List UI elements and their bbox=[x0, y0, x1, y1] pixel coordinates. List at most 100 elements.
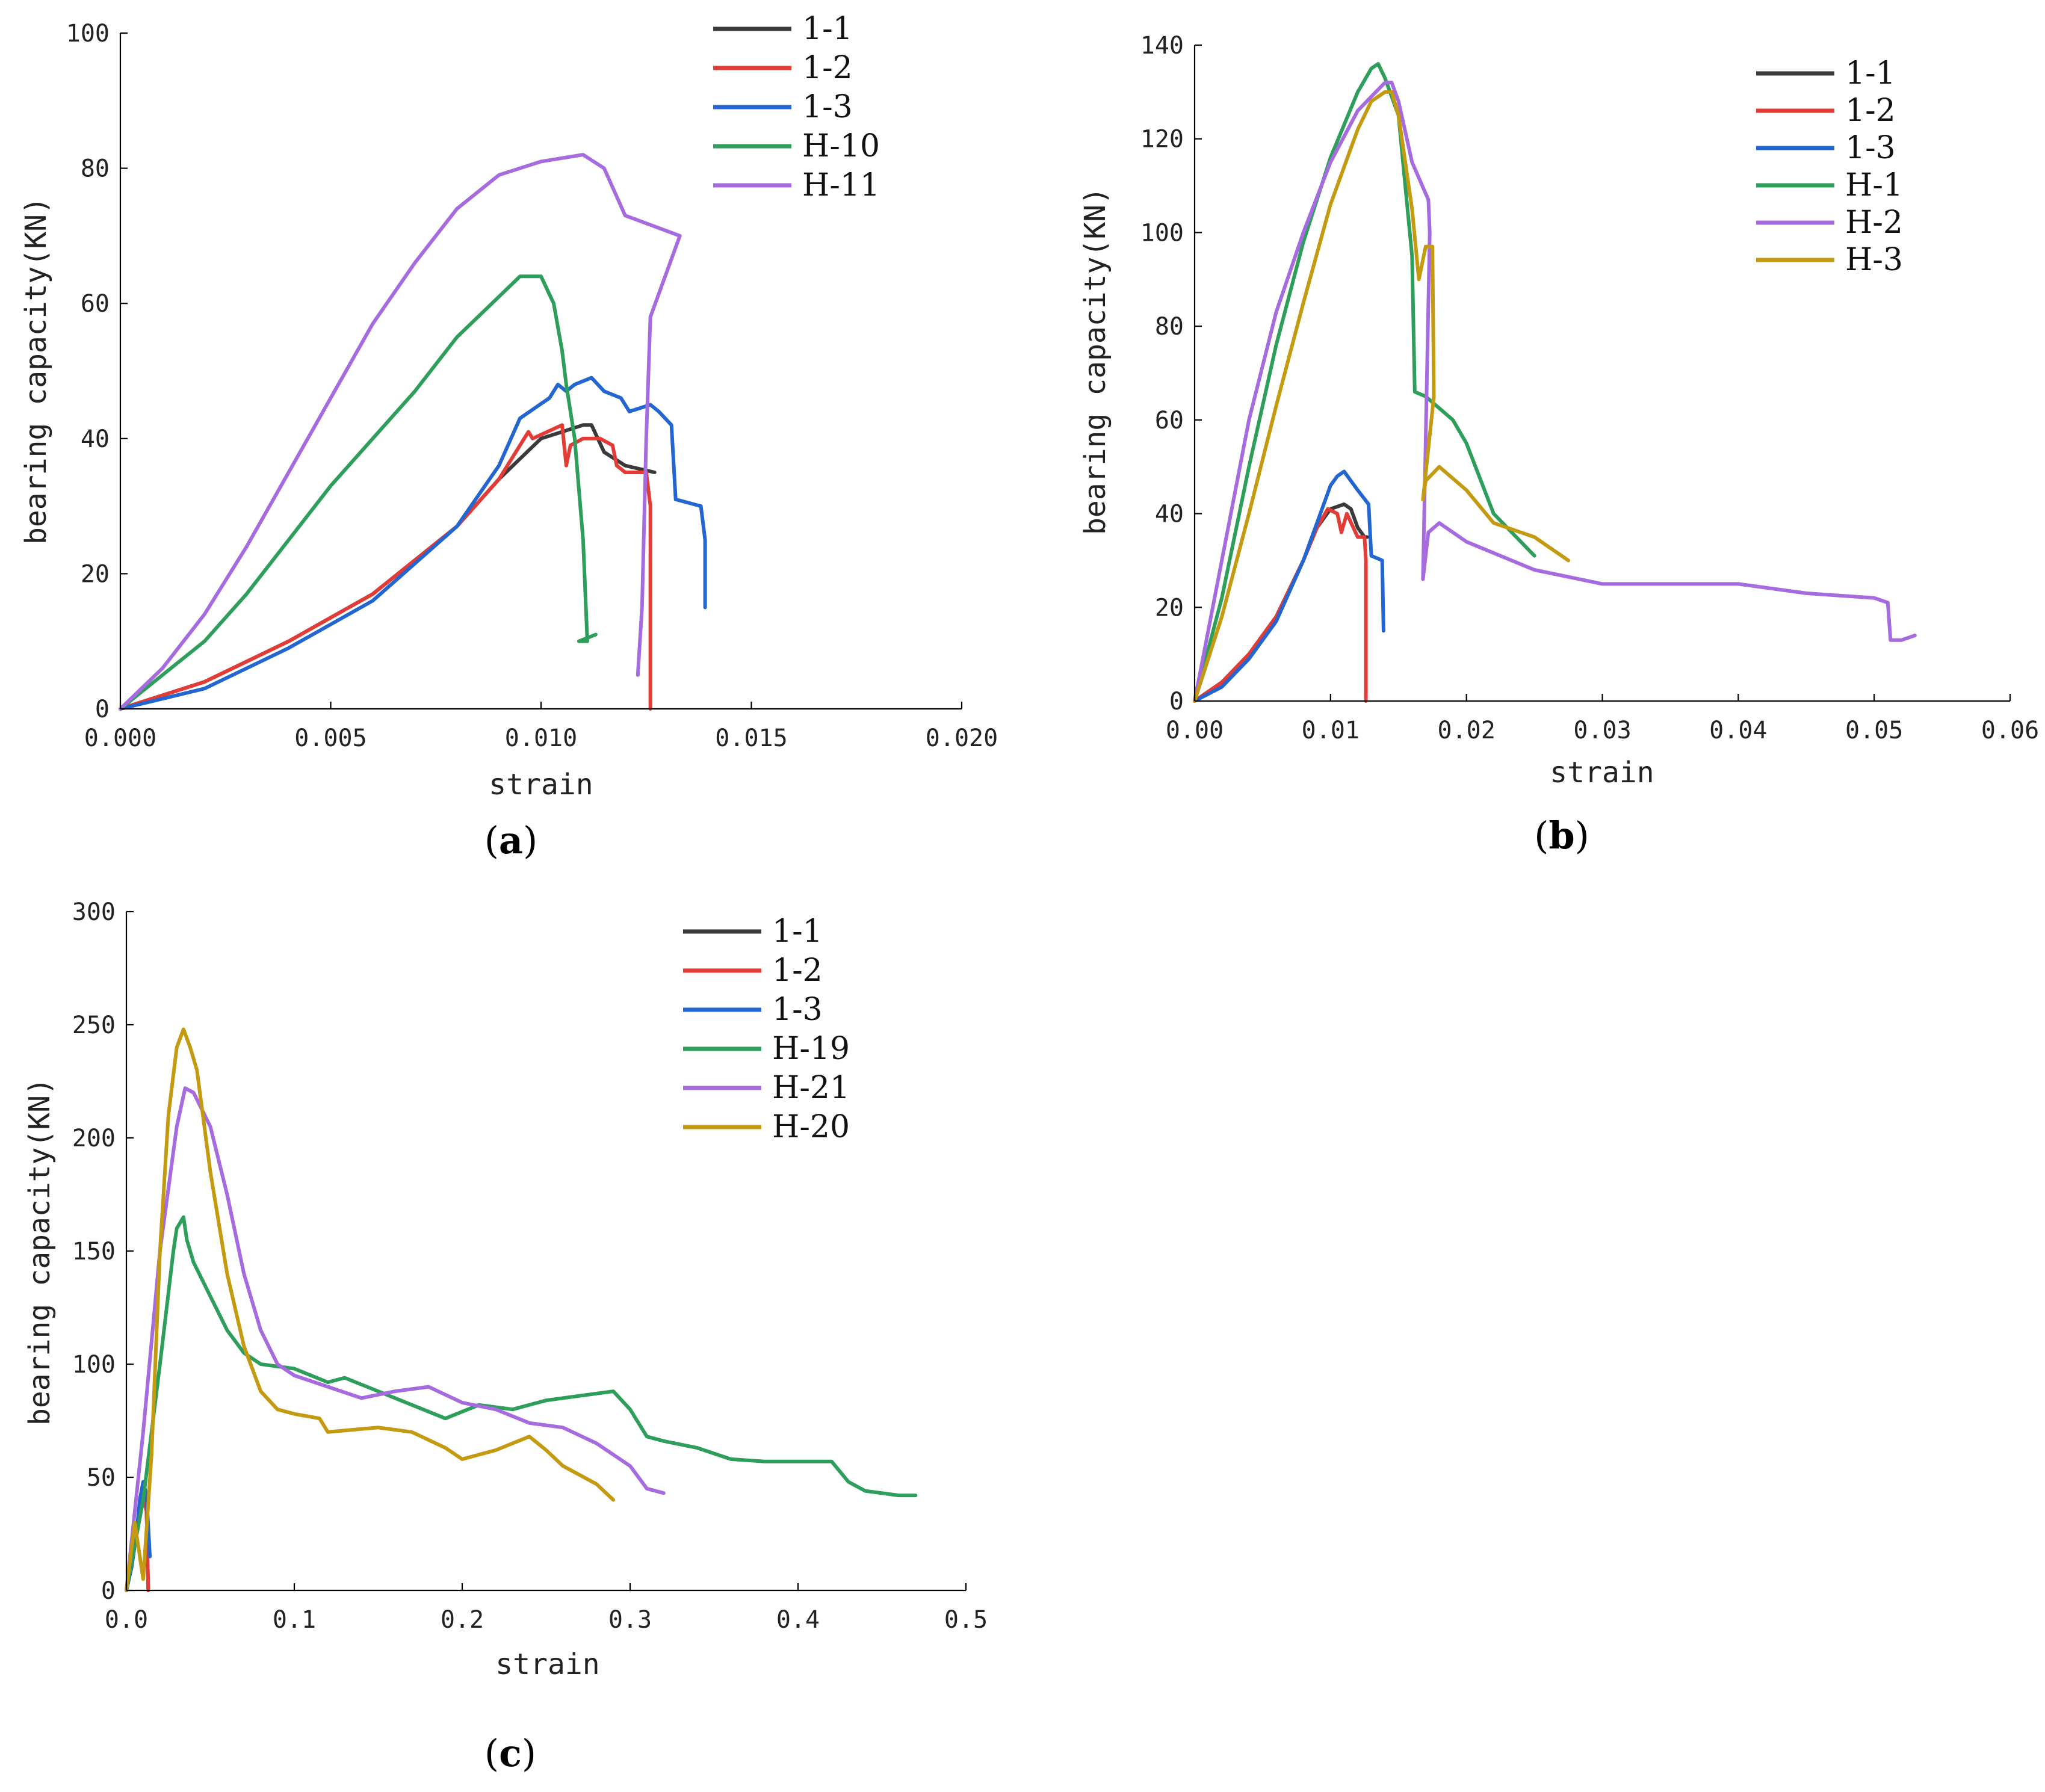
y-tick-label-c: 50 bbox=[87, 1464, 116, 1492]
caption-letter-c: c bbox=[499, 1731, 522, 1775]
series-line-a-1-2 bbox=[119, 423, 652, 711]
legend-label-b-h-1: H-1 bbox=[1845, 167, 1903, 203]
legend-label-c-1-3: 1-3 bbox=[772, 992, 823, 1028]
y-tick-label-c: 150 bbox=[72, 1238, 116, 1265]
legend-label-c-h-20: H-20 bbox=[772, 1109, 850, 1145]
y-tick-label-a: 20 bbox=[81, 560, 110, 588]
x-tick-label-b: 0.02 bbox=[1438, 717, 1496, 744]
legend-label-a-h-11: H-11 bbox=[802, 167, 880, 203]
caption-letter-b: b bbox=[1548, 814, 1574, 857]
ticks-b: 0.00 0.01 0.02 0.03 0.04 0.05 0.06 0 20 40 60 80 100… bbox=[1140, 32, 2039, 744]
series-line-a-1-1 bbox=[119, 423, 657, 711]
y-tick-label-c: 200 bbox=[72, 1125, 116, 1152]
legend-label-a-1-2: 1-2 bbox=[802, 50, 853, 86]
legend-b: 1-11-21-3H-1H-2H-3 bbox=[1756, 55, 1903, 278]
legend-a: 1-11-21-3H-10H-11 bbox=[713, 11, 880, 203]
legend-label-c-1-2: 1-2 bbox=[772, 953, 823, 989]
series-line-a-h-10 bbox=[119, 274, 598, 711]
panel-caption-b: (b) bbox=[1534, 814, 1589, 857]
x-tick-label-c: 0.4 bbox=[776, 1606, 820, 1634]
y-tick-label-b: 80 bbox=[1155, 313, 1184, 341]
y-tick-label-b: 0 bbox=[1169, 688, 1184, 715]
series-line-a-1-3 bbox=[119, 375, 707, 711]
legend-label-a-1-1: 1-1 bbox=[802, 11, 853, 47]
legend-label-b-1-3: 1-3 bbox=[1845, 130, 1896, 166]
x-tick-label-a: 0.000 bbox=[84, 725, 156, 752]
legend-label-b-1-2: 1-2 bbox=[1845, 93, 1896, 129]
series-line-c-h-20 bbox=[125, 1027, 616, 1592]
series-lines-b bbox=[1193, 62, 1917, 703]
chart-panel-b: 0.00 0.01 0.02 0.03 0.04 0.05 0.06 0 20 40 60 80 100… bbox=[1078, 32, 2039, 857]
x-axis-title-b: strain bbox=[1550, 756, 1654, 789]
y-tick-label-a: 100 bbox=[66, 20, 110, 48]
y-axis-title-a: bearing capacity(KN) bbox=[19, 197, 53, 545]
series-line-a-h-11 bbox=[119, 153, 682, 711]
y-tick-label-a: 40 bbox=[81, 425, 110, 453]
series-line-b-1-2 bbox=[1193, 507, 1368, 703]
x-tick-label-c: 0.5 bbox=[944, 1606, 988, 1634]
x-tick-label-a: 0.020 bbox=[926, 725, 998, 752]
y-tick-label-a: 60 bbox=[81, 290, 110, 318]
x-tick-label-b: 0.04 bbox=[1709, 717, 1767, 744]
caption-close-a: ) bbox=[523, 818, 537, 862]
x-tick-label-b: 0.03 bbox=[1573, 717, 1631, 744]
series-line-b-1-3 bbox=[1193, 469, 1385, 703]
legend-label-c-1-1: 1-1 bbox=[772, 913, 823, 950]
y-tick-label-c: 100 bbox=[72, 1351, 116, 1379]
legend-c: 1-11-21-3H-19H-21H-20 bbox=[683, 913, 850, 1145]
x-axis-title-a: strain bbox=[489, 768, 593, 802]
series-lines-a bbox=[119, 153, 707, 711]
series-line-b-h-3 bbox=[1193, 90, 1570, 703]
x-tick-label-c: 0.3 bbox=[608, 1606, 652, 1634]
legend-label-b-h-2: H-2 bbox=[1845, 205, 1903, 241]
y-tick-label-b: 40 bbox=[1155, 501, 1184, 528]
series-lines-c bbox=[125, 1027, 918, 1592]
chart-panel-c: 0.0 0.1 0.2 0.3 0.4 0.5 0 50 100 150 200 250 300 1-1… bbox=[23, 898, 988, 1775]
x-tick-label-a: 0.005 bbox=[294, 725, 367, 752]
caption-letter-a: a bbox=[499, 818, 523, 862]
series-line-b-h-2 bbox=[1193, 81, 1917, 703]
y-tick-label-c: 250 bbox=[72, 1012, 116, 1039]
x-axis-title-c: strain bbox=[495, 1648, 599, 1681]
legend-label-a-h-10: H-10 bbox=[802, 128, 880, 164]
x-tick-label-c: 0.1 bbox=[273, 1606, 316, 1634]
legend-label-a-1-3: 1-3 bbox=[802, 89, 853, 125]
y-tick-label-b: 140 bbox=[1140, 32, 1184, 60]
legend-label-b-h-3: H-3 bbox=[1845, 242, 1903, 278]
legend-label-c-h-21: H-21 bbox=[772, 1070, 850, 1106]
y-tick-label-c: 0 bbox=[101, 1577, 116, 1605]
x-tick-label-c: 0.0 bbox=[105, 1606, 148, 1634]
panel-caption-a: (a) bbox=[484, 818, 538, 862]
x-tick-label-b: 0.00 bbox=[1166, 717, 1224, 744]
caption-close-b: ) bbox=[1575, 814, 1589, 857]
series-line-c-h-19 bbox=[125, 1215, 918, 1592]
x-tick-label-b: 0.01 bbox=[1302, 717, 1360, 744]
y-tick-label-a: 0 bbox=[95, 696, 110, 723]
y-tick-label-c: 300 bbox=[72, 898, 116, 926]
x-tick-label-a: 0.015 bbox=[715, 725, 787, 752]
caption-open-b: ( bbox=[1534, 814, 1548, 857]
series-line-b-h-1 bbox=[1193, 62, 1536, 703]
y-tick-label-b: 100 bbox=[1140, 219, 1184, 247]
x-tick-label-b: 0.06 bbox=[1981, 717, 2039, 744]
panel-caption-c: (c) bbox=[484, 1731, 536, 1775]
caption-close-c: ) bbox=[522, 1731, 536, 1775]
y-tick-label-b: 60 bbox=[1155, 407, 1184, 434]
x-tick-label-a: 0.010 bbox=[505, 725, 577, 752]
series-line-c-h-21 bbox=[125, 1086, 666, 1592]
x-tick-label-b: 0.05 bbox=[1845, 717, 1903, 744]
chart-panel-a: 0.000 0.005 0.010 0.015 0.020 0 20 40 60 80 100 1-… bbox=[19, 11, 998, 862]
y-tick-label-b: 20 bbox=[1155, 594, 1184, 622]
ticks-a: 0.000 0.005 0.010 0.015 0.020 0 20 40 60 80 100 bbox=[66, 20, 998, 752]
x-tick-label-c: 0.2 bbox=[441, 1606, 484, 1634]
y-axis-title-b: bearing capacity(KN) bbox=[1078, 187, 1112, 535]
y-axis-title-c: bearing capacity(KN) bbox=[23, 1078, 57, 1426]
caption-open-c: ( bbox=[484, 1731, 499, 1775]
legend-label-c-h-19: H-19 bbox=[772, 1031, 850, 1067]
y-tick-label-b: 120 bbox=[1140, 126, 1184, 153]
legend-label-b-1-1: 1-1 bbox=[1845, 55, 1896, 91]
y-tick-label-a: 80 bbox=[81, 155, 110, 183]
caption-open-a: ( bbox=[484, 818, 499, 862]
ticks-c: 0.0 0.1 0.2 0.3 0.4 0.5 0 50 100 150 200 250 300 bbox=[72, 898, 988, 1634]
